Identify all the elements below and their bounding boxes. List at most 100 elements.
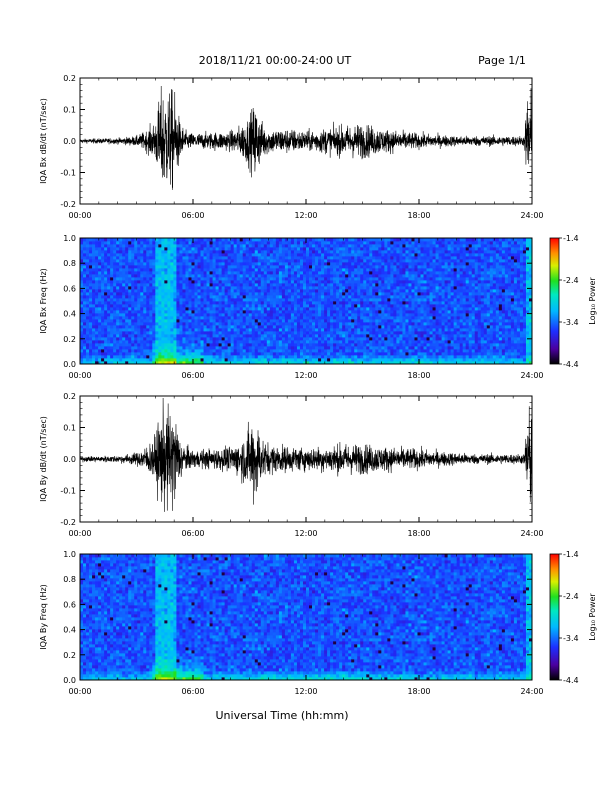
spectrogram-cell: [221, 286, 226, 290]
spectrogram-cell: [290, 241, 295, 245]
spectrogram-cell: [354, 271, 358, 275]
spectrogram-cell: [104, 271, 108, 275]
spectrogram-cell: [327, 301, 331, 305]
spectrogram-cell: [330, 274, 334, 278]
spectrogram-cell: [218, 313, 223, 317]
spectrogram-cell: [324, 319, 328, 323]
spectrogram-cell: [387, 307, 391, 311]
spectrogram-cell: [209, 256, 213, 260]
spectrogram-cell: [224, 274, 229, 278]
spectrogram-cell: [405, 355, 409, 359]
spectrogram-cell: [381, 256, 385, 260]
spectrogram-cell: [239, 301, 244, 305]
spectrogram-cell: [140, 271, 144, 275]
spectrogram-cell: [251, 361, 256, 365]
spectrogram-cell: [275, 346, 280, 350]
spectrogram-cell: [336, 283, 340, 287]
spectrogram-cell: [194, 328, 198, 332]
spectrogram-cell: [348, 292, 352, 296]
spectrogram-cell: [242, 322, 247, 326]
spectrogram-cell: [281, 262, 286, 266]
spectrogram-cell: [275, 262, 280, 266]
spectrogram-cell: [351, 340, 355, 344]
spectrogram-cell: [369, 355, 373, 359]
spectrogram-cell: [134, 352, 138, 356]
spectrogram-cell: [143, 340, 147, 344]
spectrogram-cell: [278, 295, 283, 299]
spectrogram-cell: [315, 361, 319, 365]
spectrogram-cell: [203, 262, 207, 266]
spectrogram-cell: [143, 304, 147, 308]
spectrogram-cell: [266, 280, 271, 284]
spectrogram-cell: [233, 247, 238, 251]
spectrogram-cell: [378, 301, 382, 305]
spectrogram-cell: [312, 355, 316, 359]
spectrogram-cell: [366, 274, 370, 278]
spectrogram-cell: [354, 352, 358, 356]
spectrogram-cell: [423, 319, 427, 323]
spectrogram-cell: [176, 352, 180, 356]
spectrogram-cell: [155, 361, 159, 365]
spectrogram-cell: [128, 250, 132, 254]
spectrogram-cell: [215, 337, 220, 341]
spectrogram-cell: [179, 322, 183, 326]
spectrogram-cell: [170, 337, 174, 341]
spectrogram-cell: [381, 295, 385, 299]
spectrogram-cell: [212, 307, 216, 311]
spectrogram-cell: [254, 295, 259, 299]
spectrogram-cell: [324, 301, 328, 305]
spectrogram-cell: [366, 307, 370, 311]
spectrogram-cell: [330, 241, 334, 245]
spectrogram-cell: [215, 331, 220, 335]
spectrogram-cell: [131, 247, 135, 251]
spectrogram-cell: [89, 301, 93, 305]
spectrogram-cell: [146, 289, 150, 293]
spectrogram-cell: [224, 256, 229, 260]
spectrogram-cell: [339, 331, 343, 335]
spectrogram-cell: [161, 295, 165, 299]
spectrogram-cell: [128, 238, 132, 242]
spectrogram-cell: [351, 343, 355, 347]
spectrogram-cell: [372, 325, 376, 329]
spectrogram-cell: [342, 262, 346, 266]
spectrogram-cell: [309, 292, 313, 296]
spectrogram-cell: [360, 244, 364, 248]
spectrogram-cell: [143, 319, 147, 323]
spectrogram-cell: [80, 349, 84, 353]
spectrogram-cell: [119, 355, 123, 359]
spectrogram-cell: [393, 361, 397, 365]
spectrogram-cell: [339, 322, 343, 326]
spectrogram-cell: [296, 316, 301, 320]
spectrogram-cell: [245, 295, 250, 299]
spectrogram-cell: [197, 304, 201, 308]
spectrogram-cell: [188, 310, 192, 314]
spectrogram-cell: [248, 361, 253, 365]
spectrogram-cell: [206, 355, 210, 359]
spectrogram-cell: [179, 250, 183, 254]
spectrogram-cell: [80, 256, 84, 260]
spectrogram-cell: [333, 283, 337, 287]
spectrogram-cell: [296, 253, 301, 257]
spectrogram-cell: [86, 274, 90, 278]
spectrogram-cell: [197, 265, 201, 269]
spectrogram-cell: [293, 325, 298, 329]
spectrogram-cell: [194, 280, 198, 284]
spectrogram-cell: [167, 280, 171, 284]
spectrogram-cell: [272, 268, 277, 272]
spectrogram-cell: [107, 346, 111, 350]
spectrogram-cell: [426, 304, 430, 308]
spectrogram-cell: [179, 268, 183, 272]
spectrogram-cell: [414, 271, 418, 275]
spectrogram-cell: [372, 343, 376, 347]
spectrogram-cell: [284, 334, 289, 338]
spectrogram-cell: [423, 283, 427, 287]
spectrogram-cell: [173, 280, 177, 284]
spectrogram-cell: [309, 316, 313, 320]
spectrogram-cell: [203, 328, 207, 332]
spectrogram-cell: [411, 346, 415, 350]
spectrogram-cell: [399, 334, 403, 338]
spectrogram-cell: [417, 316, 421, 320]
spectrogram-cell: [284, 337, 289, 341]
spectrogram-cell: [188, 349, 192, 353]
spectrogram-cell: [342, 319, 346, 323]
